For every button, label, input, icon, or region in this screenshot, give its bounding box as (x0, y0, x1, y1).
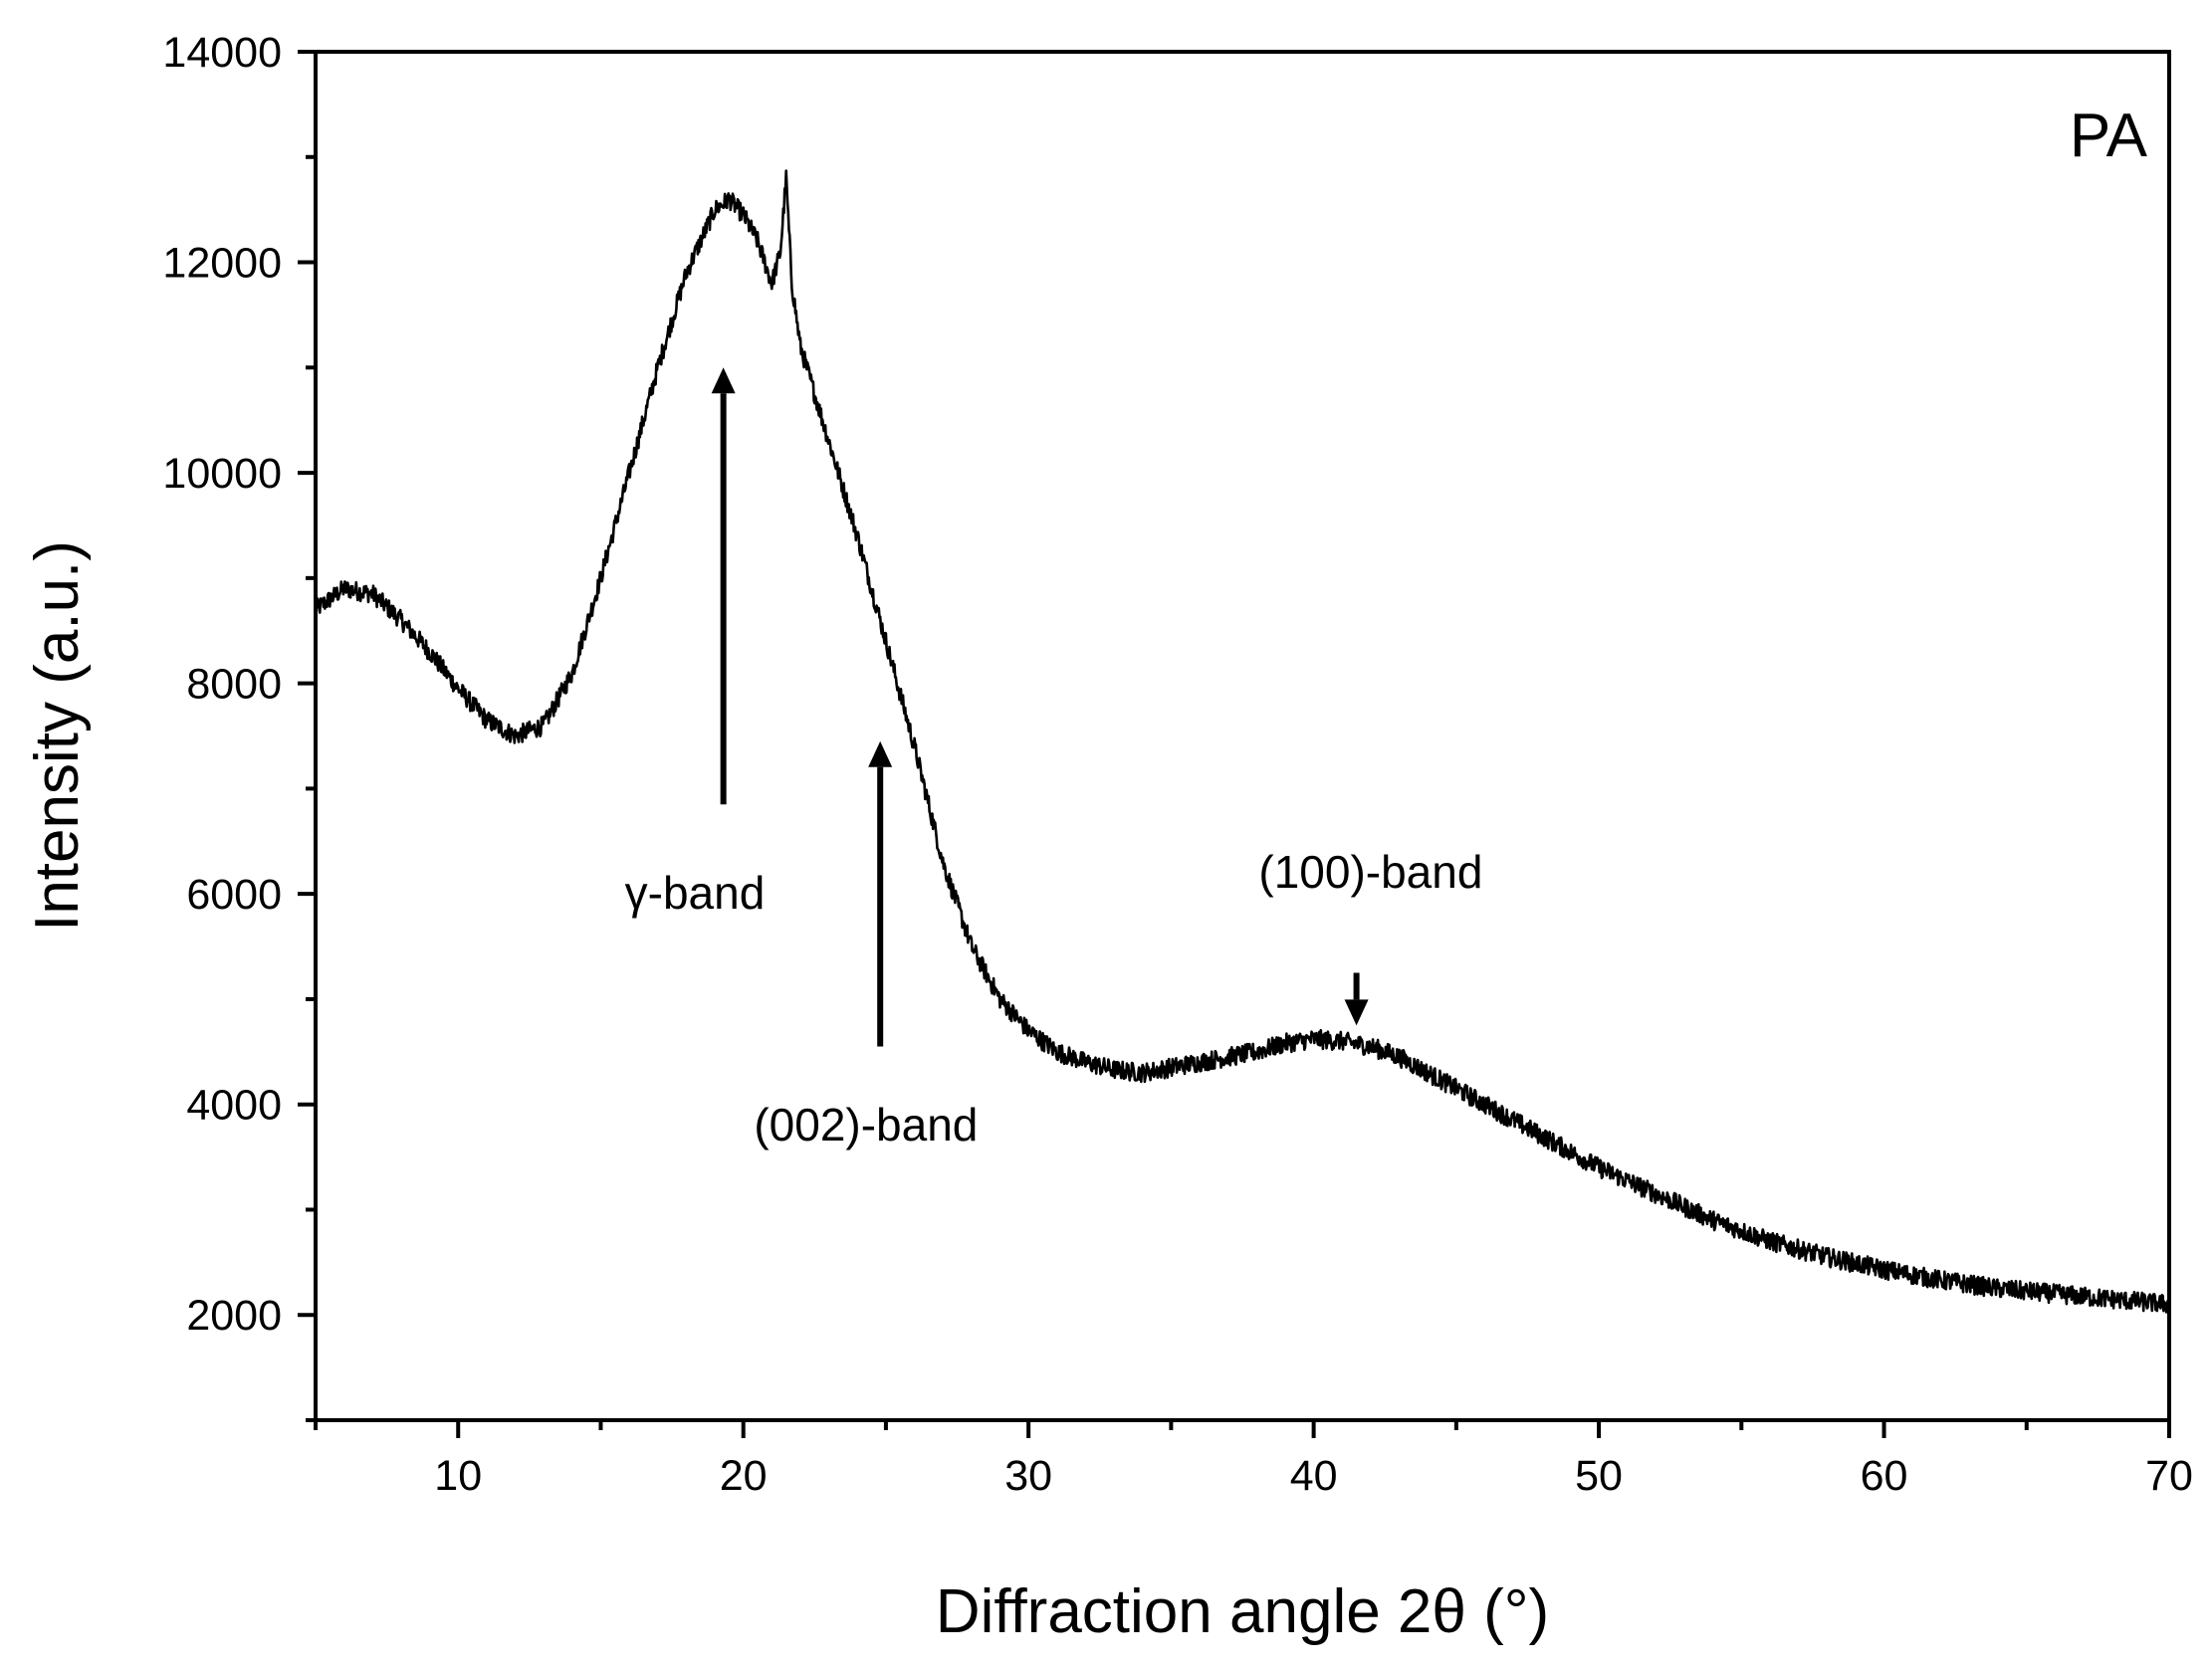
x-axis-title: Diffraction angle 2θ (°) (936, 1577, 1549, 1646)
panel-label: PA (2070, 102, 2148, 170)
x-tick-label: 50 (1575, 1452, 1623, 1500)
y-tick-label: 8000 (186, 661, 282, 709)
y-tick-label: 14000 (162, 29, 282, 77)
y-tick-label: 10000 (162, 450, 282, 498)
tick-labels: 10 20 30 40 50 60 70 2000 4000 6000 8000 10000 12000… (162, 29, 2193, 1500)
x-tick-label: 10 (434, 1452, 482, 1500)
x-tick-label: 30 (1004, 1452, 1052, 1500)
y-tick-label: 2000 (186, 1292, 282, 1340)
annotation-arrowhead (868, 740, 893, 767)
plot-frame (314, 50, 2171, 1422)
annotation-arrowhead (711, 367, 736, 394)
x-tick-label: 70 (2145, 1452, 2193, 1500)
y-tick-label: 12000 (162, 240, 282, 288)
series-layer (314, 169, 2171, 1314)
series-line (314, 169, 2171, 1314)
x-tick-label: 40 (1290, 1452, 1338, 1500)
annotation-label: γ-band (625, 867, 766, 919)
annotation-label: (002)-band (754, 1099, 978, 1150)
annotations: γ-band (002)-band (100)-band (625, 367, 1482, 1150)
annotation-label: (100)-band (1258, 846, 1482, 898)
x-tick-label: 60 (1861, 1452, 1908, 1500)
x-tick-label: 20 (720, 1452, 768, 1500)
y-tick-label: 4000 (186, 1082, 282, 1130)
y-axis-title: Intensity (a.u.) (23, 540, 92, 932)
annotation-arrowhead (1344, 999, 1369, 1026)
y-tick-label: 6000 (186, 871, 282, 919)
